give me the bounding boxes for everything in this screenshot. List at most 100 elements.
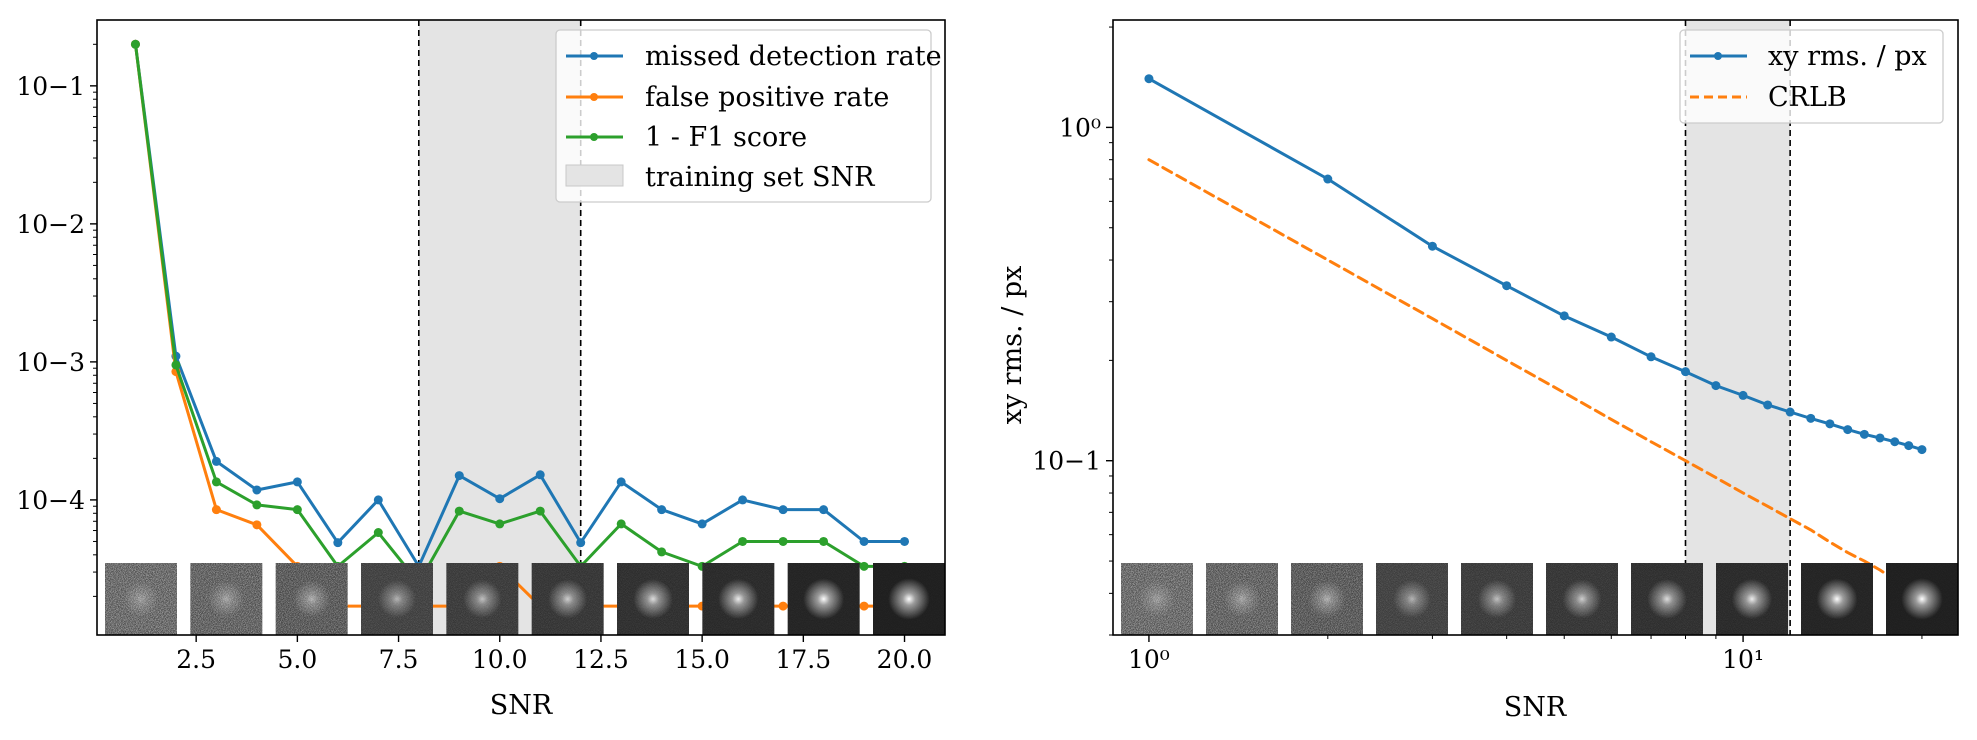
left-point-1-f1-score-13 <box>616 519 626 529</box>
left-thumbnail-spot <box>718 578 759 620</box>
right-point-xy-rms-px-19 <box>1904 441 1914 451</box>
right-thumbnail-spot <box>1647 579 1687 619</box>
right-x-tick-label: 10⁰ <box>1128 645 1170 674</box>
right-thumbnail-5 <box>1461 563 1533 635</box>
right-y-axis-title: xy rms. / px <box>997 266 1028 425</box>
legend-marker-xy-rms <box>1714 52 1722 60</box>
right-legend: xy rms. / px CRLB <box>1679 29 1944 124</box>
left-x-tick-label: 12.5 <box>573 645 629 674</box>
right-thumbnail-2 <box>1206 563 1278 635</box>
left-y-tick-label: 10−3 <box>16 348 85 377</box>
left-point-missed-detection-rate-17 <box>778 505 788 515</box>
legend-label-f1-score: 1 - F1 score <box>645 122 807 153</box>
left-y-tick-label: 10−4 <box>16 486 85 515</box>
left-point-missed-detection-rate-12 <box>576 538 586 548</box>
legend-item-false-positive: false positive rate <box>566 82 889 113</box>
right-point-xy-rms-px-14 <box>1825 419 1835 429</box>
right-legend-frame <box>1679 29 1944 124</box>
left-point-1-f1-score-7 <box>373 528 383 538</box>
right-point-xy-rms-px-12 <box>1785 407 1795 417</box>
right-series-group <box>1144 74 1927 595</box>
right-thumbnail-9 <box>1801 563 1873 635</box>
left-point-false-positive-rate-4 <box>252 520 262 530</box>
left-point-1-f1-score-10 <box>495 519 505 529</box>
left-x-axis-title: SNR <box>490 690 553 721</box>
right-point-xy-rms-px-7 <box>1646 352 1656 362</box>
left-point-missed-detection-rate-18 <box>819 505 829 515</box>
right-thumbnail-spot <box>1477 579 1517 619</box>
left-point-1-f1-score-5 <box>292 505 302 515</box>
left-point-1-f1-score-4 <box>252 500 262 510</box>
right-point-xy-rms-px-11 <box>1763 400 1773 410</box>
legend-marker-missed-detection <box>590 52 598 60</box>
right-thumbnail-8 <box>1716 563 1788 635</box>
left-point-false-positive-rate-17 <box>778 601 788 611</box>
left-thumbnail-spot <box>378 580 416 618</box>
left-thumbnail-6 <box>531 563 604 635</box>
legend-marker-f1-score <box>590 133 598 141</box>
right-plot-frame <box>1112 19 1959 636</box>
right-series-line-crlb <box>1147 158 1924 595</box>
left-thumbnail-8 <box>702 563 775 635</box>
left-series-line-1-f1-score <box>134 42 906 585</box>
left-point-missed-detection-rate-6 <box>333 538 343 548</box>
legend-swatch-training-set <box>565 164 624 187</box>
left-point-missed-detection-rate-15 <box>697 519 707 529</box>
right-thumbnail-spot <box>1562 579 1602 619</box>
right-thumbnail-strip <box>1121 563 1958 635</box>
right-point-xy-rms-px-8 <box>1681 367 1691 377</box>
right-point-xy-rms-px-10 <box>1738 390 1748 400</box>
right-point-xy-rms-px-6 <box>1606 332 1616 342</box>
left-x-tick-label: 17.5 <box>775 645 831 674</box>
left-point-missed-detection-rate-4 <box>252 485 262 495</box>
left-thumbnail-spot <box>123 581 159 617</box>
left-point-1-f1-score-11 <box>535 506 545 516</box>
right-point-xy-rms-px-9 <box>1711 381 1721 391</box>
left-point-missed-detection-rate-19 <box>859 536 869 546</box>
left-series-group <box>130 39 910 611</box>
right-chart: 10⁰ 10¹ 10⁰ 10−1 SNR xy rms. / px xy rms. … <box>997 19 1959 723</box>
left-plot-frame <box>96 19 946 636</box>
left-x-tick-label: 20.0 <box>877 645 933 674</box>
left-thumbnail-spot <box>548 579 588 619</box>
right-point-xy-rms-px-4 <box>1502 281 1512 291</box>
legend-item-crlb: CRLB <box>1690 82 1847 113</box>
left-point-missed-detection-rate-9 <box>454 471 464 481</box>
left-point-missed-detection-rate-20 <box>900 536 910 546</box>
legend-label-training-set: training set SNR <box>645 162 875 193</box>
left-point-1-f1-score-16 <box>738 536 748 546</box>
left-point-missed-detection-rate-11 <box>535 470 545 480</box>
left-point-1-f1-score-18 <box>819 536 829 546</box>
left-point-1-f1-score-9 <box>454 506 464 516</box>
legend-item-training-set: training set SNR <box>565 162 875 193</box>
right-y-ticks: 10⁰ 10−1 <box>1032 26 1113 636</box>
left-thumbnail-10 <box>873 563 945 635</box>
left-x-tick-label: 10.0 <box>472 645 528 674</box>
right-y-tick-label: 10−1 <box>1032 447 1101 476</box>
right-point-xy-rms-px-20 <box>1917 445 1927 455</box>
left-point-1-f1-score-19 <box>859 561 869 571</box>
right-point-xy-rms-px-16 <box>1859 429 1869 439</box>
right-thumbnail-7 <box>1631 563 1703 635</box>
legend-item-xy-rms: xy rms. / px <box>1690 41 1927 72</box>
left-chart: 2.5 5.0 7.5 10.0 12.5 15.0 17.5 20.0 10−110−210… <box>16 19 946 721</box>
right-x-axis-title: SNR <box>1504 692 1567 723</box>
legend-item-f1-score: 1 - F1 score <box>566 122 807 153</box>
right-thumbnail-4 <box>1376 563 1448 635</box>
legend-label-crlb: CRLB <box>1768 82 1847 113</box>
right-series-line-xy-rms-px <box>1147 77 1924 452</box>
left-point-missed-detection-rate-5 <box>292 477 302 487</box>
right-point-xy-rms-px-13 <box>1806 413 1816 423</box>
left-thumbnail-spot <box>208 580 245 618</box>
left-point-1-f1-score-3 <box>211 477 221 487</box>
right-thumbnail-spot <box>1393 580 1431 618</box>
left-thumbnail-2 <box>190 563 263 635</box>
right-point-xy-rms-px-18 <box>1890 437 1900 447</box>
left-y-ticks: 10−1 10−2 10−3 10−4 <box>16 43 97 597</box>
left-x-ticks: 2.5 5.0 7.5 10.0 12.5 15.0 17.5 20.0 <box>176 635 932 674</box>
left-point-false-positive-rate-3 <box>211 505 221 515</box>
right-thumbnail-spot <box>1901 578 1943 620</box>
right-point-xy-rms-px-5 <box>1559 311 1569 321</box>
left-thumbnail-spot <box>463 579 502 619</box>
